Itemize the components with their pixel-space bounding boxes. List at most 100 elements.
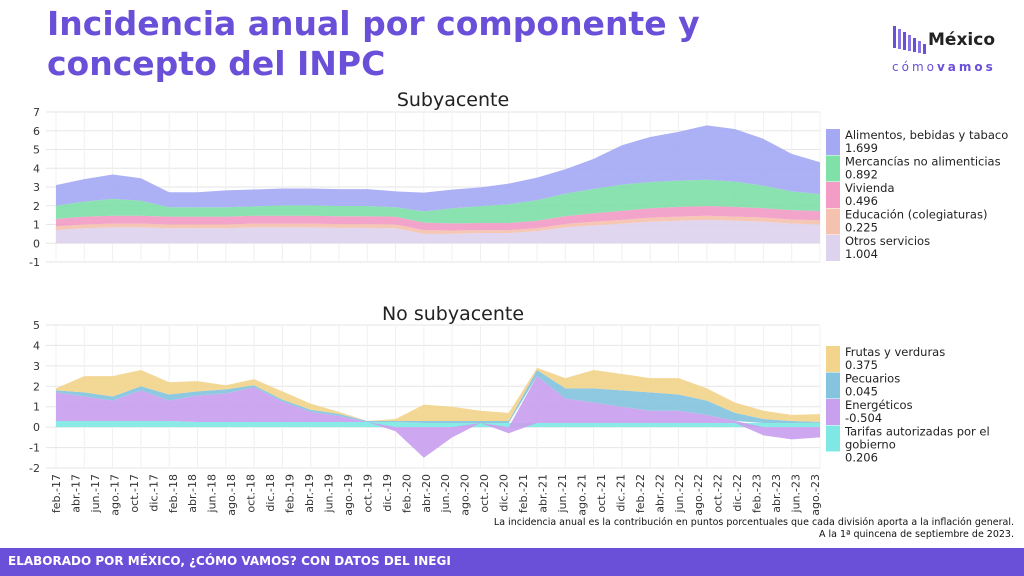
x-tick-label: dic.-18 xyxy=(264,474,277,512)
x-tick-label: oct.-22 xyxy=(712,474,725,513)
x-tick-label: feb.-20 xyxy=(400,474,413,513)
footer-credit: ELABORADO POR MÉXICO, ¿CÓMO VAMOS? CON D… xyxy=(8,554,451,568)
area-tarifas-autorizadas-por-el-gobierno xyxy=(56,421,820,428)
legend-swatch xyxy=(826,372,840,399)
x-tick-label: abr.-22 xyxy=(653,474,666,513)
area-vivienda xyxy=(56,205,820,231)
legend-label: Pecuarios xyxy=(845,372,900,386)
x-tick-label: feb.-18 xyxy=(167,474,180,513)
x-tick-label: feb.-22 xyxy=(634,474,647,513)
x-tick-label: dic.-21 xyxy=(614,474,627,512)
x-tick-label: oct.-21 xyxy=(595,474,608,513)
y-tick-label: 4 xyxy=(33,339,40,352)
area-energeticos xyxy=(56,376,820,458)
y-tick-label: 2 xyxy=(33,200,40,213)
x-tick-label: feb.-19 xyxy=(284,474,297,513)
y-tick-label: 6 xyxy=(33,125,40,138)
legend-swatch xyxy=(826,208,840,235)
logo-tagline-b: vamos xyxy=(936,60,996,74)
x-tick-label: ago.-21 xyxy=(575,474,588,516)
area-pecuarios xyxy=(56,369,820,424)
x-tick-label: feb.-21 xyxy=(517,474,530,513)
legend-value: 1.004 xyxy=(845,247,878,261)
legend-label: Educación (colegiaturas) xyxy=(845,208,987,222)
legend-label: Alimentos, bebidas y tabaco xyxy=(845,128,1008,142)
x-tick-label: jun.-18 xyxy=(206,474,219,513)
x-tick-label: abr.-23 xyxy=(770,474,783,513)
footer-bar: ELABORADO POR MÉXICO, ¿CÓMO VAMOS? CON D… xyxy=(0,548,1024,576)
legend-value: -0.504 xyxy=(845,411,882,425)
area-alimentos-bebidas-y-tabaco xyxy=(56,125,820,212)
logo-tagline-a: cómo xyxy=(892,60,937,74)
x-tick-label: jun.-21 xyxy=(556,474,569,513)
legend-swatch xyxy=(826,155,840,182)
y-tick-label: 1 xyxy=(33,219,40,232)
x-tick-label: abr.-19 xyxy=(303,474,316,513)
x-tick-label: abr.-20 xyxy=(420,474,433,513)
area-educacion-colegiaturas xyxy=(56,215,820,234)
x-tick-label: jun.-23 xyxy=(790,474,803,513)
logo: México cómovamos xyxy=(890,22,1010,84)
legend-label: Frutas y verduras xyxy=(845,345,945,359)
logo-bars-icon xyxy=(893,26,926,54)
legend-value: 0.225 xyxy=(845,221,878,235)
legend-label: Vivienda xyxy=(845,181,895,195)
page-title: Incidencia anual por componente y concep… xyxy=(47,4,700,83)
x-tick-label: abr.-18 xyxy=(186,474,199,513)
x-tick-label: ago.-17 xyxy=(108,474,121,516)
charts-canvas: -1 0 1 2 3 4 5 6 7 Subyacente Alimentos, bebidas y… xyxy=(29,89,1008,516)
legend-value: 0.375 xyxy=(845,358,878,372)
x-tick-label: dic.-17 xyxy=(147,474,160,512)
x-tick-label: oct.-20 xyxy=(478,474,491,513)
legend-swatch xyxy=(826,399,840,425)
legend-label: Energéticos xyxy=(845,398,913,412)
y-tick-label: 0 xyxy=(33,237,40,250)
legend-label: Otros servicios xyxy=(845,234,930,248)
legend-swatch xyxy=(826,129,840,155)
chart-note-line-2: A la 1ª quincena de septiembre de 2023. xyxy=(818,529,1014,540)
legend-swatch xyxy=(826,182,840,208)
area-otros-servicios xyxy=(56,219,820,244)
x-tick-label: feb.-23 xyxy=(751,474,764,513)
x-tick-label: abr.-21 xyxy=(537,474,550,513)
legend-swatch xyxy=(826,346,840,372)
y-tick-label: -1 xyxy=(29,256,40,269)
x-tick-label: jun.-19 xyxy=(322,474,335,513)
y-tick-label: 1 xyxy=(33,401,40,414)
x-tick-label: jun.-22 xyxy=(673,474,686,513)
legend-swatch xyxy=(826,235,840,261)
legend-value: 1.699 xyxy=(845,141,878,155)
x-tick-label: dic.-22 xyxy=(731,474,744,512)
x-tick-label: oct.-17 xyxy=(128,474,141,513)
area-frutas-y-verduras xyxy=(56,367,820,422)
y-tick-label: 5 xyxy=(33,144,40,157)
y-tick-label: 5 xyxy=(33,319,40,332)
x-tick-label: ago.-18 xyxy=(225,474,238,516)
legend-value: 0.496 xyxy=(845,194,878,208)
logo-tagline: cómovamos xyxy=(892,60,996,74)
x-tick-label: jun.-20 xyxy=(439,474,452,513)
legend-value: 0.892 xyxy=(845,168,878,182)
x-tick-label: ago.-19 xyxy=(342,474,355,516)
x-tick-label: oct.-18 xyxy=(245,474,258,513)
y-tick-label: -2 xyxy=(29,462,40,475)
y-tick-label: 3 xyxy=(33,360,40,373)
y-tick-label: 2 xyxy=(33,380,40,393)
x-tick-label: jun.-17 xyxy=(89,474,102,513)
legend-label: Mercancías no alimenticias xyxy=(845,155,1001,169)
logo-word: México xyxy=(928,30,995,50)
y-tick-label: -1 xyxy=(29,442,40,455)
chart-title: No subyacente xyxy=(382,303,524,325)
legend-label: Tarifas autorizadas por el xyxy=(844,425,990,439)
x-tick-label: feb.-17 xyxy=(50,474,63,513)
y-tick-label: 3 xyxy=(33,181,40,194)
legend-value: 0.206 xyxy=(845,451,878,465)
y-tick-label: 4 xyxy=(33,162,40,175)
x-tick-label: abr.-17 xyxy=(69,474,82,513)
legend-label: gobierno xyxy=(845,438,896,452)
x-tick-label: dic.-20 xyxy=(498,474,511,512)
y-tick-label: 0 xyxy=(33,421,40,434)
chart-title: Subyacente xyxy=(397,89,509,111)
x-tick-label: oct.-19 xyxy=(361,474,374,513)
area-mercancias-no-alimenticias xyxy=(56,179,820,224)
